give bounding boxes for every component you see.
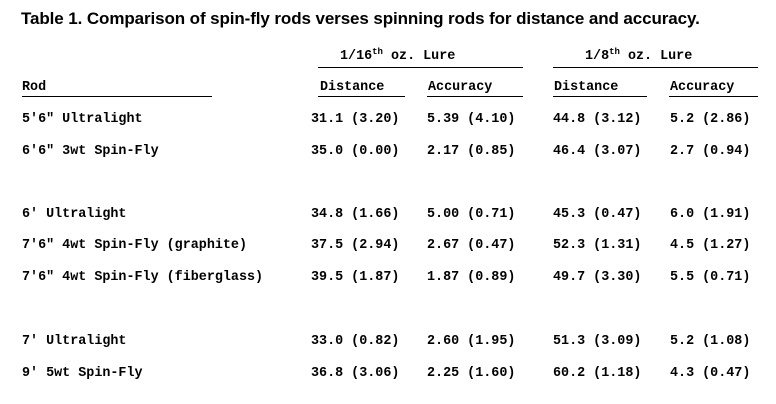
group-header-ordinal: th (372, 47, 383, 57)
table-row: 9' 5wt Spin-Fly 36.8 (3.06) 2.25 (1.60) … (0, 366, 776, 384)
distance-sixteenth-value: 33.0 (0.82) (311, 334, 400, 349)
group-header-unit: oz. Lure (619, 49, 693, 64)
accuracy-eighth-value: 2.7 (0.94) (670, 144, 751, 159)
column-header-accuracy-sixteenth: Accuracy (428, 80, 493, 95)
accuracy-eighth-value: 6.0 (1.91) (670, 207, 751, 222)
accuracy-eighth-value: 5.2 (1.08) (670, 334, 751, 349)
accuracy-sixteenth-value: 2.25 (1.60) (427, 366, 516, 381)
distance-sixteenth-value: 31.1 (3.20) (311, 112, 400, 127)
table-row: 6'6" 3wt Spin-Fly 35.0 (0.00) 2.17 (0.85… (0, 144, 776, 162)
column-header-distance-sixteenth: Distance (320, 80, 385, 95)
table-row: 6' Ultralight 34.8 (1.66) 5.00 (0.71) 45… (0, 207, 776, 225)
distance-sixteenth-value: 35.0 (0.00) (311, 144, 400, 159)
distance-sixteenth-value: 37.5 (2.94) (311, 238, 400, 253)
table-row: 5'6" Ultralight 31.1 (3.20) 5.39 (4.10) … (0, 112, 776, 130)
distance-eighth-value: 60.2 (1.18) (553, 366, 642, 381)
accuracy-sixteenth-value: 2.60 (1.95) (427, 334, 516, 349)
accuracy-eighth-value: 5.2 (2.86) (670, 112, 751, 127)
accuracy-sixteenth-value: 5.00 (0.71) (427, 207, 516, 222)
rod-name: 5'6" Ultralight (22, 112, 143, 127)
distance-eighth-value: 46.4 (3.07) (553, 144, 642, 159)
group-header-fraction: 1/16 (340, 49, 373, 64)
column-underline-accuracy-eighth (669, 96, 758, 97)
accuracy-eighth-value: 4.3 (0.47) (670, 366, 751, 381)
accuracy-eighth-value: 4.5 (1.27) (670, 238, 751, 253)
table-row: 7'6" 4wt Spin-Fly (graphite) 37.5 (2.94)… (0, 238, 776, 256)
rod-name: 7' Ultralight (22, 334, 127, 349)
distance-sixteenth-value: 39.5 (1.87) (311, 270, 400, 285)
distance-sixteenth-value: 34.8 (1.66) (311, 207, 400, 222)
distance-sixteenth-value: 36.8 (3.06) (311, 366, 400, 381)
column-underline-distance-eighth (553, 96, 647, 97)
group-underline-eighth-oz (553, 67, 758, 68)
group-header-eighth-oz: 1/8th oz. Lure (585, 47, 692, 64)
distance-eighth-value: 51.3 (3.09) (553, 334, 642, 349)
column-header-rod: Rod (22, 80, 47, 95)
rod-name: 6'6" 3wt Spin-Fly (22, 144, 159, 159)
accuracy-sixteenth-value: 2.17 (0.85) (427, 144, 516, 159)
group-header-fraction: 1/8 (585, 49, 610, 64)
distance-eighth-value: 44.8 (3.12) (553, 112, 642, 127)
column-header-accuracy-eighth: Accuracy (670, 80, 735, 95)
group-header-ordinal: th (609, 47, 620, 57)
table-title: Table 1. Comparison of spin-fly rods ver… (21, 9, 700, 28)
group-header-sixteenth-oz: 1/16th oz. Lure (340, 47, 455, 64)
accuracy-sixteenth-value: 1.87 (0.89) (427, 270, 516, 285)
table-row: 7' Ultralight 33.0 (0.82) 2.60 (1.95) 51… (0, 334, 776, 352)
distance-eighth-value: 45.3 (0.47) (553, 207, 642, 222)
column-underline-accuracy-sixteenth (427, 96, 523, 97)
accuracy-eighth-value: 5.5 (0.71) (670, 270, 751, 285)
column-header-distance-eighth: Distance (554, 80, 619, 95)
group-header-unit: oz. Lure (382, 49, 456, 64)
column-underline-distance-sixteenth (318, 96, 405, 97)
table-row: 7'6" 4wt Spin-Fly (fiberglass) 39.5 (1.8… (0, 270, 776, 288)
accuracy-sixteenth-value: 2.67 (0.47) (427, 238, 516, 253)
group-underline-sixteenth-oz (318, 67, 523, 68)
rod-name: 9' 5wt Spin-Fly (22, 366, 143, 381)
rod-name: 7'6" 4wt Spin-Fly (graphite) (22, 238, 247, 253)
distance-eighth-value: 49.7 (3.30) (553, 270, 642, 285)
column-underline-rod (22, 96, 212, 97)
accuracy-sixteenth-value: 5.39 (4.10) (427, 112, 516, 127)
distance-eighth-value: 52.3 (1.31) (553, 238, 642, 253)
rod-name: 7'6" 4wt Spin-Fly (fiberglass) (22, 270, 264, 285)
rod-name: 6' Ultralight (22, 207, 127, 222)
